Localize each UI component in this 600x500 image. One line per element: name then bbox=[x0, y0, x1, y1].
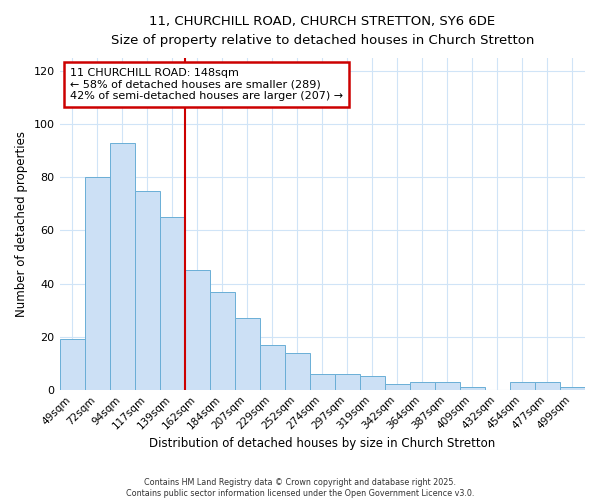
Bar bbox=[385, 384, 410, 390]
Bar bbox=[235, 318, 260, 390]
Bar bbox=[260, 344, 285, 390]
Bar bbox=[134, 190, 160, 390]
Bar bbox=[110, 143, 134, 390]
Bar bbox=[460, 387, 485, 390]
Bar bbox=[160, 217, 185, 390]
Bar bbox=[510, 382, 535, 390]
Title: 11, CHURCHILL ROAD, CHURCH STRETTON, SY6 6DE
Size of property relative to detach: 11, CHURCHILL ROAD, CHURCH STRETTON, SY6… bbox=[110, 15, 534, 47]
Bar bbox=[185, 270, 209, 390]
Bar bbox=[85, 178, 110, 390]
Bar bbox=[209, 292, 235, 390]
Y-axis label: Number of detached properties: Number of detached properties bbox=[15, 131, 28, 317]
Bar bbox=[435, 382, 460, 390]
Bar bbox=[59, 340, 85, 390]
X-axis label: Distribution of detached houses by size in Church Stretton: Distribution of detached houses by size … bbox=[149, 437, 496, 450]
Text: 11 CHURCHILL ROAD: 148sqm
← 58% of detached houses are smaller (289)
42% of semi: 11 CHURCHILL ROAD: 148sqm ← 58% of detac… bbox=[70, 68, 343, 101]
Bar bbox=[285, 352, 310, 390]
Bar bbox=[560, 387, 585, 390]
Bar bbox=[535, 382, 560, 390]
Bar bbox=[360, 376, 385, 390]
Bar bbox=[310, 374, 335, 390]
Text: Contains HM Land Registry data © Crown copyright and database right 2025.
Contai: Contains HM Land Registry data © Crown c… bbox=[126, 478, 474, 498]
Bar bbox=[335, 374, 360, 390]
Bar bbox=[410, 382, 435, 390]
